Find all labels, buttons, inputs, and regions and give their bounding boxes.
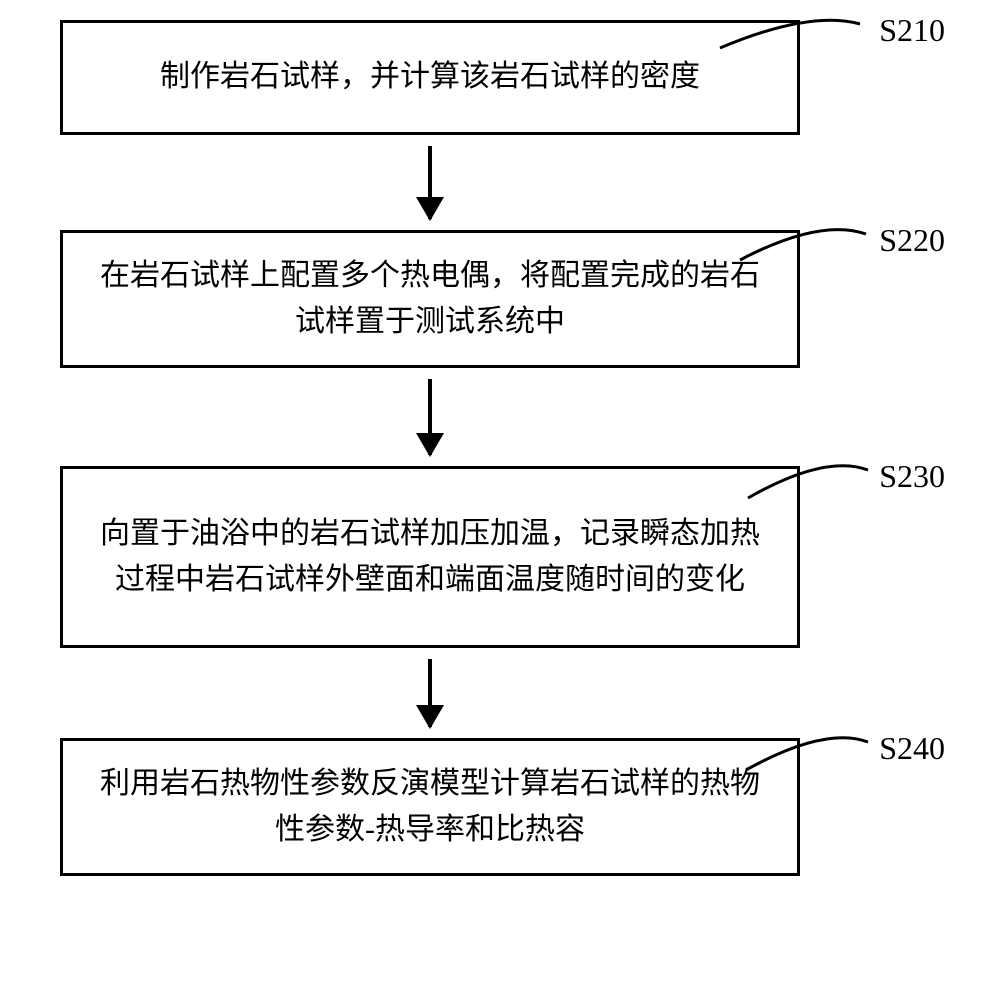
step-text: 利用岩石热物性参数反演模型计算岩石试样的热物性参数-热导率和比热容	[93, 761, 767, 854]
step-label-text: S220	[879, 222, 945, 258]
step-label: S240	[879, 730, 945, 767]
flowchart-step-s210: 制作岩石试样，并计算该岩石试样的密度S210	[60, 20, 940, 135]
arrow-down	[60, 368, 800, 466]
flowchart-step-s240: 利用岩石热物性参数反演模型计算岩石试样的热物性参数-热导率和比热容S240	[60, 738, 940, 876]
step-label-text: S240	[879, 730, 945, 766]
arrow-down	[60, 648, 800, 738]
step-box: 利用岩石热物性参数反演模型计算岩石试样的热物性参数-热导率和比热容	[60, 738, 800, 876]
step-text: 向置于油浴中的岩石试样加压加温，记录瞬态加热过程中岩石试样外壁面和端面温度随时间…	[93, 511, 767, 604]
step-label: S230	[879, 458, 945, 495]
step-box: 向置于油浴中的岩石试样加压加温，记录瞬态加热过程中岩石试样外壁面和端面温度随时间…	[60, 466, 800, 648]
step-label: S220	[879, 222, 945, 259]
step-label-text: S210	[879, 12, 945, 48]
flowchart-step-s220: 在岩石试样上配置多个热电偶，将配置完成的岩石试样置于测试系统中S220	[60, 230, 940, 368]
step-text: 制作岩石试样，并计算该岩石试样的密度	[160, 54, 700, 101]
step-text: 在岩石试样上配置多个热电偶，将配置完成的岩石试样置于测试系统中	[93, 253, 767, 346]
step-box: 在岩石试样上配置多个热电偶，将配置完成的岩石试样置于测试系统中	[60, 230, 800, 368]
flowchart-container: 制作岩石试样，并计算该岩石试样的密度S210 在岩石试样上配置多个热电偶，将配置完…	[60, 20, 940, 876]
flowchart-step-s230: 向置于油浴中的岩石试样加压加温，记录瞬态加热过程中岩石试样外壁面和端面温度随时间…	[60, 466, 940, 648]
step-label-text: S230	[879, 458, 945, 494]
arrow-down	[60, 135, 800, 230]
step-box: 制作岩石试样，并计算该岩石试样的密度	[60, 20, 800, 135]
step-label: S210	[879, 12, 945, 49]
